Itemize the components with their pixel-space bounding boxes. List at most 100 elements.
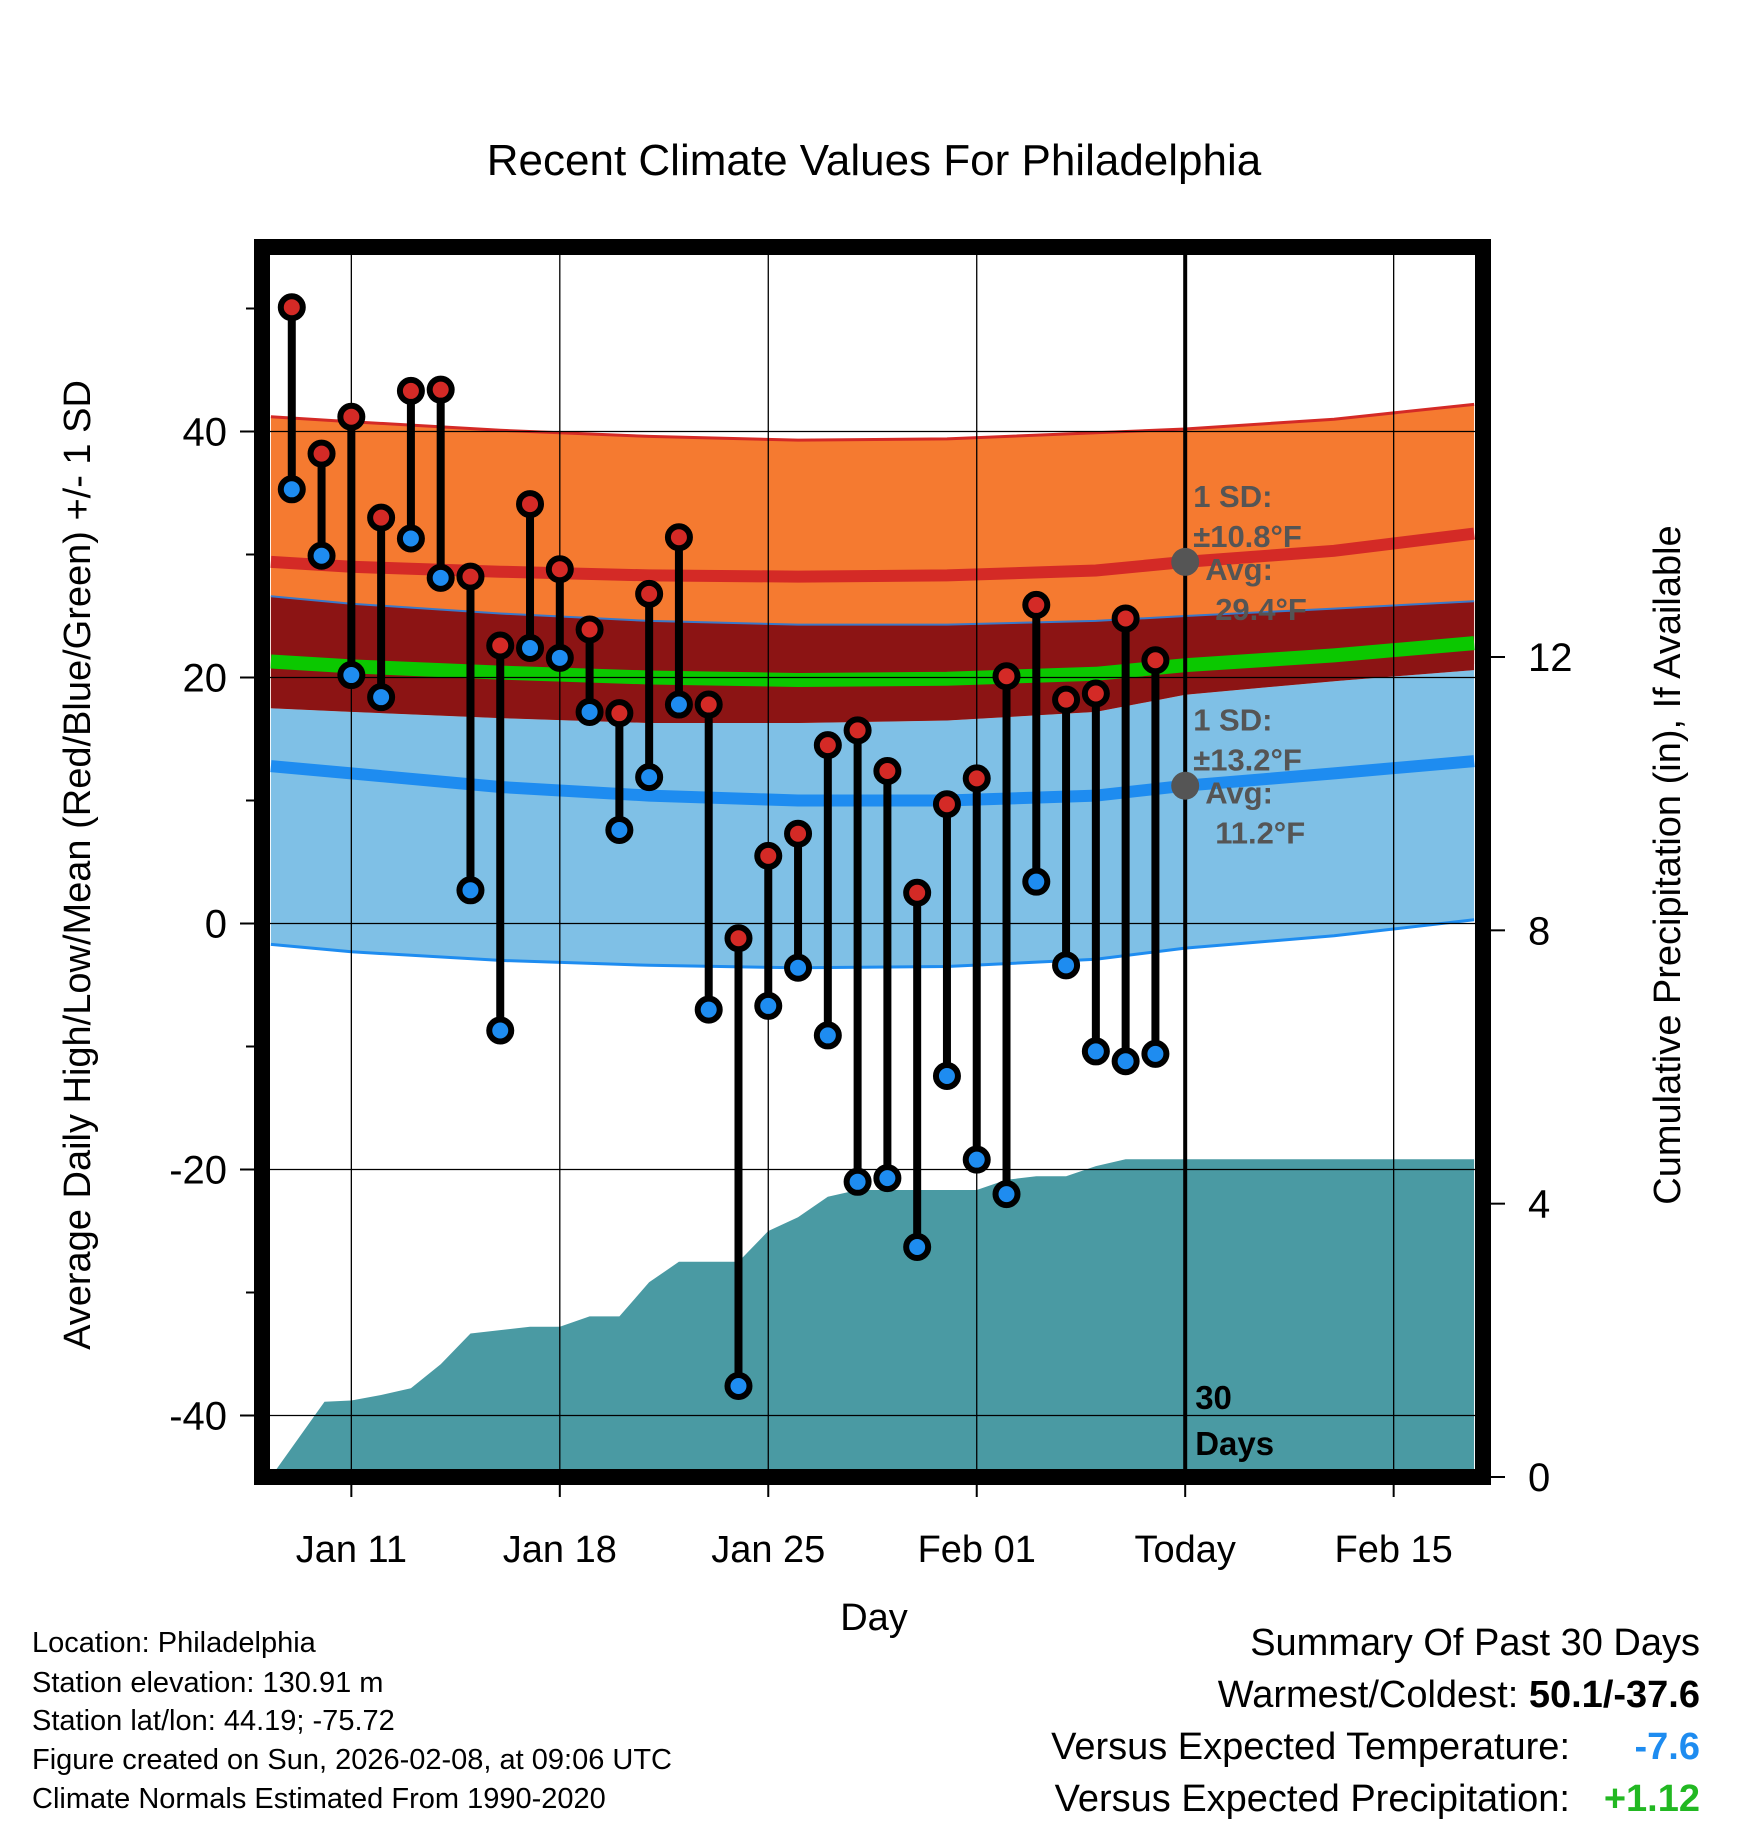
daily-low-point [635,763,664,792]
daily-high-point [337,402,366,431]
daily-high-point [843,716,872,745]
y-tick-label-left: -40 [169,1395,227,1439]
high-avg-marker [1171,547,1200,576]
high-sd-label: 1 SD: [1193,479,1272,514]
daily-high-point [516,490,545,519]
daily-high-point [962,764,991,793]
mean-line [270,636,1475,688]
x-tick-label: Jan 18 [503,1529,617,1571]
daily-high-point [1052,685,1081,714]
mean-sd-band [270,596,1475,723]
daily-high-point [396,376,425,405]
daily-low-point [664,690,693,719]
summary-precip-label: Versus Expected Precipitation: [1054,1778,1570,1820]
daily-high-point [1141,646,1170,675]
daily-low-point [962,1145,991,1174]
daily-high-point [784,819,813,848]
chart-title: Recent Climate Values For Philadelphia [487,136,1262,185]
y-tick-label-right: 8 [1528,909,1550,953]
daily-low-point [337,661,366,690]
daily-high-point [992,662,1021,691]
low-avg-marker [1171,771,1200,800]
y-tick-label-right: 12 [1528,636,1573,680]
y-axis-label-left: Average Daily High/Low/Mean (Red/Blue/Gr… [57,380,99,1350]
summary-precipitation: Versus Expected Precipitation: +1.12 [1055,1778,1700,1821]
daily-low-point [903,1232,932,1261]
precip-area [270,1159,1475,1477]
summary-warm-value: 50.1/-37.6 [1528,1674,1700,1716]
high-sd-value: ±10.8°F [1193,519,1302,554]
high-upper-line [270,402,1475,442]
plot-frame [254,239,1491,1485]
daily-low-point [486,1016,515,1045]
daily-high-point [754,841,783,870]
daily-high-point [426,375,455,404]
daily-high-point [932,790,961,819]
mean-upper-line [270,595,1475,626]
daily-high-point [605,699,634,728]
low-lower-line [270,918,1475,970]
daily-low-point [724,1371,753,1400]
info-elevation: Station elevation: 130.91 m [32,1667,384,1699]
low-avg-label: Avg: [1205,776,1273,811]
daily-high-point [694,690,723,719]
y-tick-label-left: 40 [183,411,228,455]
daily-high-point [575,615,604,644]
days-count: 30 [1195,1379,1232,1416]
daily-low-point [396,524,425,553]
daily-low-point [1052,951,1081,980]
summary-warmest-coldest: Warmest/Coldest: 50.1/-37.6 [1218,1674,1700,1717]
y-tick-label-left: 0 [205,903,227,947]
daily-high-point [813,731,842,760]
daily-low-point [992,1180,1021,1209]
daily-high-point [307,439,336,468]
daily-low-point [932,1062,961,1091]
daily-high-point [545,555,574,584]
daily-high-point [635,579,664,608]
y-tick-label-left: -20 [169,1149,227,1193]
x-axis-label: Day [840,1597,908,1639]
daily-high-point [486,631,515,660]
low-mean-line [270,755,1475,807]
daily-low-point [426,563,455,592]
summary-temp-value: -7.6 [1634,1726,1700,1768]
low-sd-band [270,670,1475,968]
daily-low-point [873,1164,902,1193]
high-avg-label: Avg: [1205,552,1273,587]
summary-warm-label: Warmest/Coldest: [1217,1674,1529,1716]
x-tick-label: Jan 11 [296,1529,407,1571]
info-location: Location: Philadelphia [32,1627,316,1659]
summary-precip-value: +1.12 [1603,1778,1700,1820]
daily-low-point [545,643,574,672]
low-sd-label: 1 SD: [1193,703,1272,738]
daily-low-point [277,475,306,504]
daily-low-point [605,816,634,845]
info-normals: Climate Normals Estimated From 1990-2020 [32,1783,606,1815]
summary-temp-label: Versus Expected Temperature: [1051,1726,1570,1768]
summary-temperature: Versus Expected Temperature: -7.6 [1051,1726,1700,1769]
daily-low-point [784,953,813,982]
daily-low-point [813,1021,842,1050]
y-tick-label-right: 0 [1528,1456,1550,1500]
daily-high-point [1081,679,1110,708]
days-label: Days [1195,1425,1274,1462]
summary-heading: Summary Of Past 30 Days [1250,1622,1700,1664]
daily-high-point [873,756,902,785]
daily-low-point [575,697,604,726]
y-tick-label-left: 20 [183,657,228,701]
y-axis-label-right: Cumulative Precipitation (in), If Availa… [1647,525,1689,1204]
info-latlon: Station lat/lon: 44.19; -75.72 [32,1705,395,1737]
daily-low-point [843,1167,872,1196]
x-tick-label: Feb 01 [918,1529,1036,1571]
low-avg-value: 11.2°F [1215,816,1305,851]
daily-high-point [456,562,485,591]
high-avg-value: 29.4°F [1215,592,1307,627]
y-tick-label-right: 4 [1528,1183,1550,1227]
daily-low-point [754,991,783,1020]
daily-low-point [1141,1039,1170,1068]
x-tick-label: Jan 25 [711,1529,825,1571]
daily-high-point [1111,604,1140,633]
daily-low-point [307,541,336,570]
